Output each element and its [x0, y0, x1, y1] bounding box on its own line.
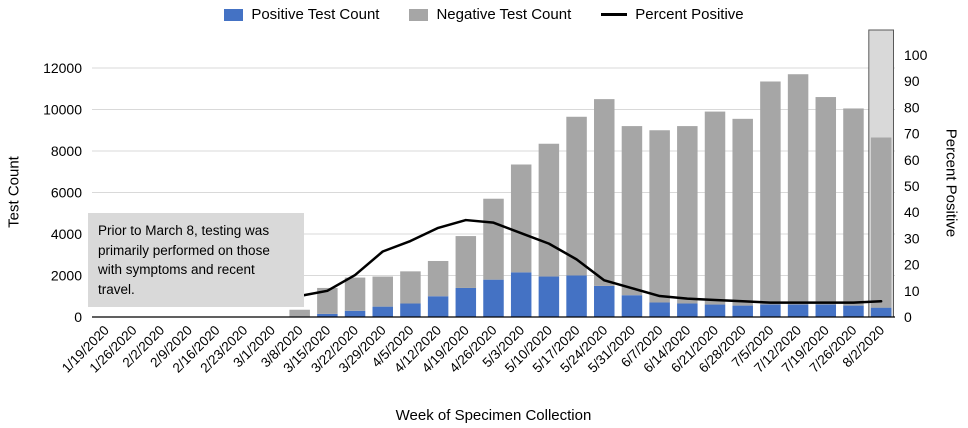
y2-tick-label: 30: [904, 230, 920, 246]
legend-item-percent-positive: Percent Positive: [601, 6, 744, 23]
bar-positive: [372, 306, 393, 317]
bar-positive: [870, 307, 892, 317]
y2-tick-label: 10: [904, 283, 920, 299]
bar-negative: [760, 81, 781, 305]
bar-negative: [621, 126, 643, 296]
bar-positive: [344, 310, 366, 317]
bar-positive: [649, 302, 670, 317]
bar-positive: [427, 296, 449, 317]
bar-positive: [621, 295, 643, 317]
legend-label: Percent Positive: [635, 6, 744, 23]
bar-negative: [787, 74, 809, 305]
y-tick-label: 6000: [51, 185, 82, 201]
bar-positive: [510, 272, 532, 317]
y-tick-label: 4000: [51, 226, 82, 242]
bar-negative: [843, 108, 864, 306]
bar-negative: [732, 118, 753, 306]
legend-item-negative-test-count: Negative Test Count: [409, 6, 571, 23]
bar-negative: [344, 277, 366, 311]
bar-negative: [455, 236, 477, 288]
bar-positive: [704, 304, 726, 317]
bar-negative: [317, 287, 338, 314]
bar-positive: [760, 304, 781, 317]
bar-positive: [566, 275, 587, 317]
bar-positive: [843, 305, 864, 317]
y-tick-label: 12000: [43, 60, 82, 76]
bar-positive: [317, 313, 338, 317]
bar-positive: [677, 303, 698, 317]
bar-negative: [704, 111, 726, 305]
bar-negative: [483, 198, 504, 280]
y2-tick-label: 20: [904, 257, 920, 273]
color-swatch-icon: [409, 8, 429, 21]
y2-axis-title: Percent Positive: [942, 128, 960, 238]
bar-negative: [427, 260, 449, 297]
percent-positive-line: [298, 218, 883, 304]
bar-negative: [510, 164, 532, 273]
y2-tick-label: 0: [904, 309, 912, 325]
line-swatch-icon: [601, 13, 628, 16]
y-axis-title: Test Count: [5, 156, 23, 228]
bar-negative: [289, 309, 310, 317]
bar-negative: [538, 143, 560, 277]
bar-negative: [566, 116, 587, 276]
bar-negative: [594, 99, 615, 286]
annotation-note: Prior to March 8, testing was primarily …: [88, 213, 304, 308]
bar-negative: [870, 137, 892, 308]
bar-positive: [538, 276, 560, 317]
bar-negative: [677, 126, 698, 304]
legend-label: Negative Test Count: [436, 6, 572, 23]
bar-positive: [594, 285, 615, 317]
bar-negative: [372, 276, 393, 307]
y2-tick-label: 70: [904, 126, 920, 142]
y2-tick-label: 90: [904, 73, 920, 89]
color-swatch-icon: [224, 8, 244, 21]
y-tick-label: 8000: [51, 143, 82, 159]
legend: Positive Test Count Negative Test Count Pe…: [0, 6, 968, 23]
legend-item-positive-test-count: Positive Test Count: [224, 6, 379, 23]
y2-tick-label: 50: [904, 178, 920, 194]
bar-positive: [732, 305, 753, 317]
bar-negative: [400, 271, 421, 304]
y-tick-label: 10000: [43, 102, 82, 118]
y2-tick-label: 80: [904, 99, 920, 115]
bar-positive: [400, 303, 421, 317]
y2-tick-label: 100: [904, 47, 928, 63]
bar-positive: [455, 287, 477, 317]
bar-positive: [787, 304, 809, 317]
bar-positive: [483, 279, 504, 317]
bar-negative: [815, 97, 837, 305]
y2-tick-label: 40: [904, 204, 920, 220]
legend-label: Positive Test Count: [251, 6, 380, 23]
bar-negative: [649, 130, 670, 303]
y-tick-label: 2000: [51, 268, 82, 284]
bar-positive: [815, 304, 837, 317]
x-axis-title: Week of Specimen Collection: [395, 407, 592, 424]
y-tick-label: 0: [74, 309, 82, 325]
y2-tick-label: 60: [904, 152, 920, 168]
